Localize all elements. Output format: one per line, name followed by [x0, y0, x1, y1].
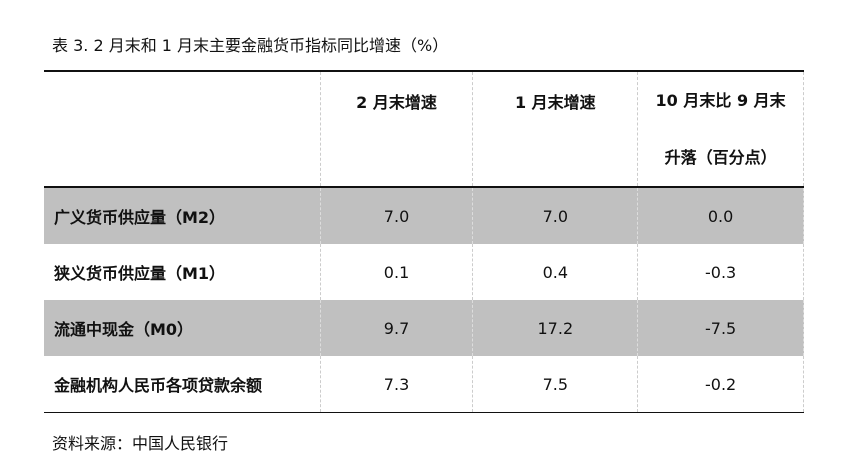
header-change: 10 月末比 9 月末 升落（百分点）: [637, 71, 804, 188]
cell: -0.2: [637, 356, 804, 413]
cell: -0.3: [637, 244, 804, 300]
row-label: 广义货币供应量（M2）: [44, 187, 321, 244]
table-row: 广义货币供应量（M2） 7.0 7.0 0.0: [44, 187, 804, 244]
cell: 7.0: [319, 187, 474, 244]
cell: 0.0: [637, 187, 804, 244]
header-row: 2 月末增速 1 月末增速 10 月末比 9 月末 升落（百分点）: [44, 71, 804, 188]
header-blank: [44, 71, 321, 188]
cell: 0.4: [472, 244, 639, 300]
table-row: 狭义货币供应量（M1） 0.1 0.4 -0.3: [44, 244, 804, 300]
row-label: 流通中现金（M0）: [44, 300, 321, 356]
table-row: 金融机构人民币各项贷款余额 7.3 7.5 -0.2: [44, 356, 804, 413]
cell: -7.5: [637, 300, 804, 356]
table-row: 流通中现金（M0） 9.7 17.2 -7.5: [44, 300, 804, 356]
data-table: 2 月末增速 1 月末增速 10 月末比 9 月末 升落（百分点） 广义货币供应量…: [44, 70, 804, 413]
cell: 17.2: [472, 300, 639, 356]
cell: 7.0: [472, 187, 639, 244]
header-feb: 2 月末增速: [319, 71, 474, 188]
header-jan: 1 月末增速: [472, 71, 639, 188]
cell: 9.7: [319, 300, 474, 356]
table-title: 表 3. 2 月末和 1 月末主要金融货币指标同比增速（%）: [52, 36, 449, 55]
cell: 7.5: [472, 356, 639, 413]
row-label: 狭义货币供应量（M1）: [44, 244, 321, 300]
source-note: 资料来源：中国人民银行: [52, 434, 229, 453]
row-label: 金融机构人民币各项贷款余额: [44, 356, 321, 413]
cell: 7.3: [319, 356, 474, 413]
cell: 0.1: [319, 244, 474, 300]
